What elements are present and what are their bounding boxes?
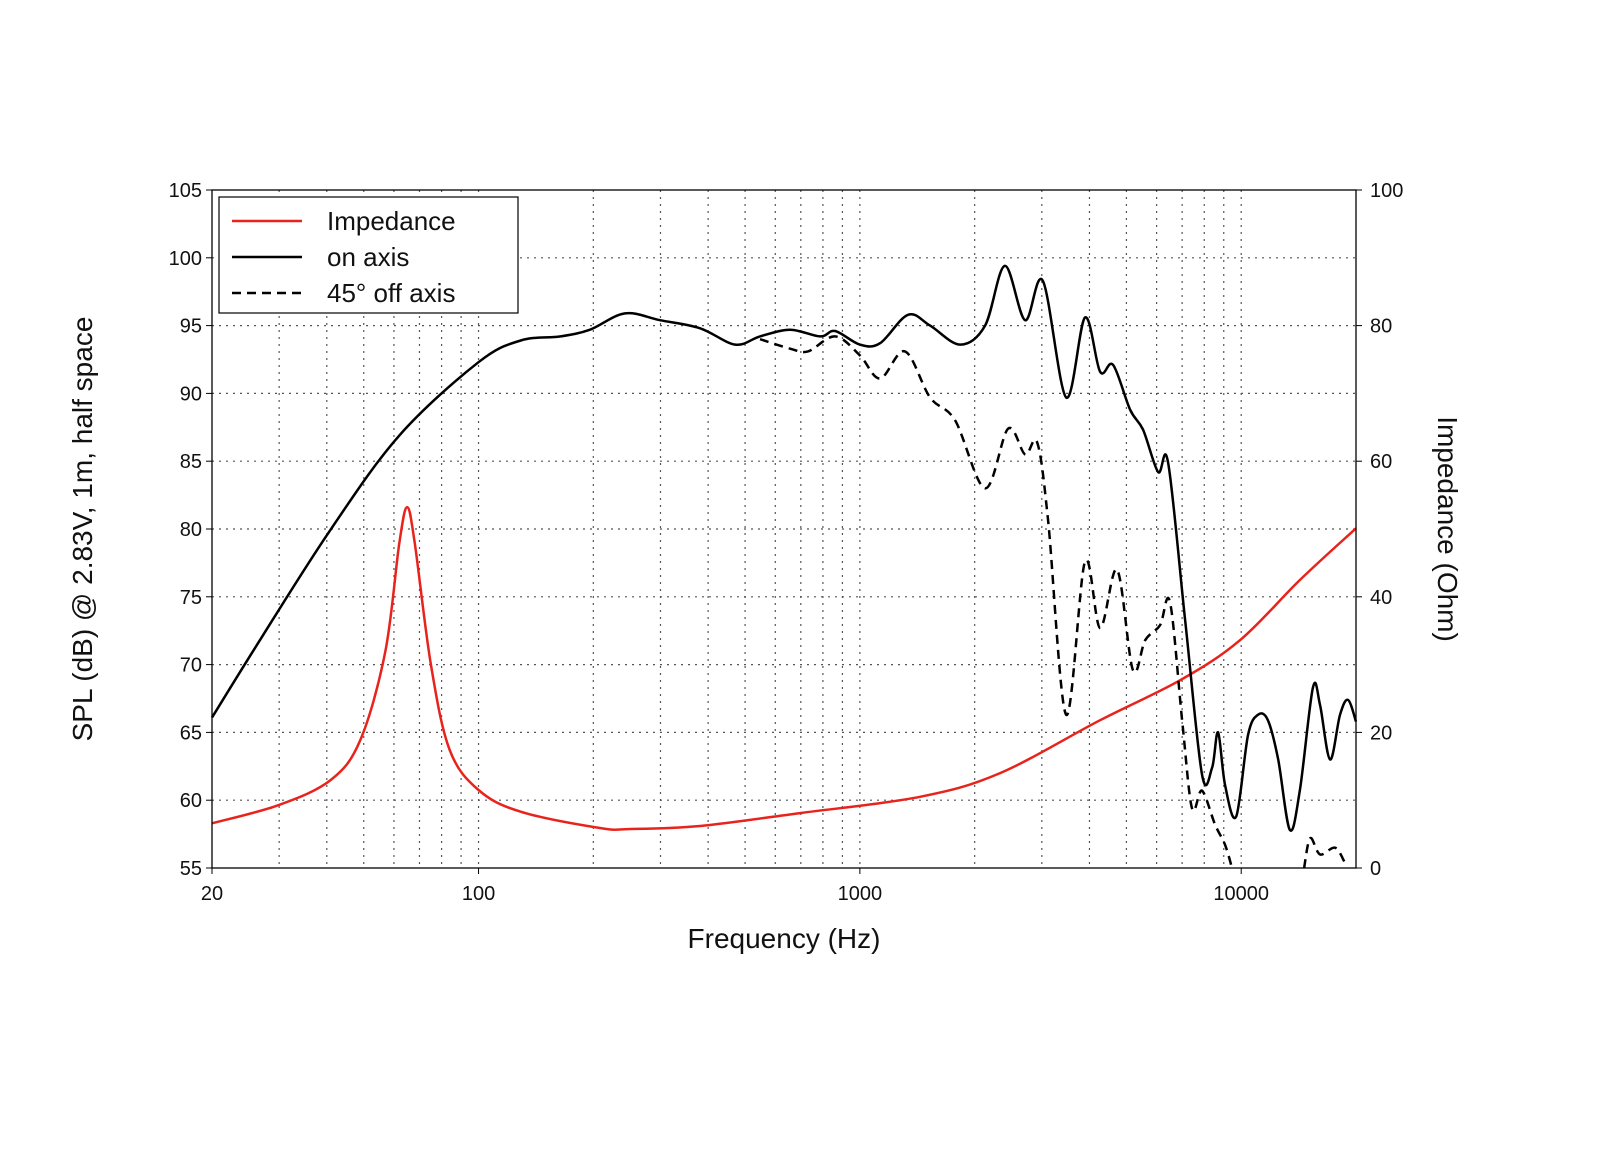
legend-label-on-axis: on axis — [327, 242, 409, 272]
y2-tick-label: 100 — [1370, 180, 1403, 202]
y-tick-label: 75 — [180, 587, 202, 609]
y-tick-label: 65 — [180, 722, 202, 744]
y2-tick-label: 80 — [1370, 316, 1392, 338]
y-axis-label: SPL (dB) @ 2.83V, 1m, half space — [67, 317, 98, 742]
x-tick-label: 20 — [201, 883, 223, 905]
legend-label-impedance: Impedance — [327, 206, 456, 236]
y-tick-label: 70 — [180, 655, 202, 677]
series-45-off-axis-line — [1302, 836, 1346, 869]
y-tick-label: 55 — [180, 858, 202, 880]
y2-tick-label: 0 — [1370, 858, 1381, 880]
y-tick-label: 85 — [180, 451, 202, 473]
series-on-axis-line — [210, 264, 1358, 832]
series-45-off-axis-line — [759, 335, 1234, 869]
y-tick-label: 60 — [180, 790, 202, 812]
y-tick-label: 95 — [180, 316, 202, 338]
y-tick-label: 100 — [169, 248, 202, 270]
tick-labels: 55 60 65 70 75 80 85 90 95 100 105 0 20 40 60 80 100 20 10… — [169, 180, 1404, 905]
legend-label-off-axis: 45° off axis — [327, 278, 455, 308]
series-impedance-line — [211, 506, 1357, 831]
y2-tick-label: 60 — [1370, 451, 1392, 473]
y-tick-label: 105 — [169, 180, 202, 202]
y2-axis-label: Impedance (Ohm) — [1432, 416, 1463, 642]
x-axis-label: Frequency (Hz) — [688, 923, 881, 954]
x-tick-label: 100 — [462, 883, 495, 905]
y-tick-label: 90 — [180, 383, 202, 405]
y-tick-label: 80 — [180, 519, 202, 541]
y2-tick-label: 40 — [1370, 587, 1392, 609]
x-tick-label: 10000 — [1213, 883, 1269, 905]
grid — [212, 190, 1356, 868]
legend: Impedance on axis 45° off axis — [218, 196, 519, 314]
curves — [210, 264, 1358, 869]
y2-tick-label: 20 — [1370, 722, 1392, 744]
x-tick-label: 1000 — [838, 883, 883, 905]
